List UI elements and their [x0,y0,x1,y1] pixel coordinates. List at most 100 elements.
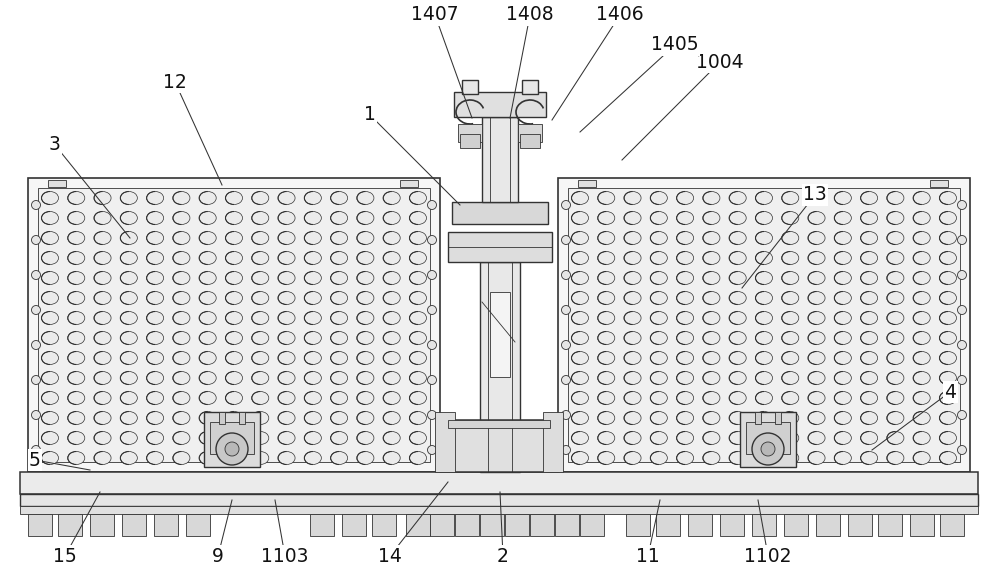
Ellipse shape [677,292,694,304]
Ellipse shape [808,352,825,364]
Ellipse shape [68,191,85,204]
Ellipse shape [598,352,615,364]
Ellipse shape [677,271,694,285]
Bar [310,514,334,536]
Ellipse shape [834,352,851,364]
Ellipse shape [756,271,772,285]
Ellipse shape [357,311,374,325]
Ellipse shape [562,375,570,385]
Ellipse shape [94,411,111,424]
Ellipse shape [173,311,190,325]
Ellipse shape [410,191,426,204]
Ellipse shape [703,452,720,464]
Ellipse shape [808,411,825,424]
Ellipse shape [68,251,85,264]
Ellipse shape [252,292,269,304]
Ellipse shape [887,311,904,325]
Ellipse shape [199,311,216,325]
Ellipse shape [304,371,321,385]
Bar [746,422,790,454]
Ellipse shape [94,292,111,304]
Ellipse shape [304,411,321,424]
Ellipse shape [598,452,615,464]
Ellipse shape [42,292,58,304]
Ellipse shape [650,251,667,264]
Ellipse shape [598,431,615,445]
Ellipse shape [120,292,137,304]
Ellipse shape [410,352,426,364]
Ellipse shape [729,452,746,464]
Ellipse shape [410,292,426,304]
Ellipse shape [861,271,878,285]
Ellipse shape [410,332,426,345]
Ellipse shape [677,392,694,404]
Ellipse shape [677,431,694,445]
Ellipse shape [650,211,667,225]
Ellipse shape [173,452,190,464]
Ellipse shape [650,352,667,364]
Ellipse shape [278,452,295,464]
Ellipse shape [958,306,966,314]
Ellipse shape [703,211,720,225]
Ellipse shape [650,332,667,345]
Circle shape [761,442,775,456]
Ellipse shape [94,232,111,244]
Ellipse shape [331,292,348,304]
Ellipse shape [650,292,667,304]
Ellipse shape [94,191,111,204]
Text: 1103: 1103 [261,546,309,566]
Ellipse shape [226,392,242,404]
Ellipse shape [226,332,242,345]
Ellipse shape [331,352,348,364]
Ellipse shape [410,452,426,464]
Ellipse shape [940,271,956,285]
Ellipse shape [173,431,190,445]
Bar [580,514,604,536]
Ellipse shape [120,211,137,225]
Ellipse shape [887,352,904,364]
Text: 1004: 1004 [696,52,744,72]
Ellipse shape [32,340,40,350]
Ellipse shape [756,332,772,345]
Ellipse shape [32,201,40,210]
Circle shape [216,433,248,465]
Bar [90,514,114,536]
Bar [430,514,454,536]
Ellipse shape [782,271,799,285]
Ellipse shape [42,332,58,345]
Ellipse shape [861,352,878,364]
Ellipse shape [357,271,374,285]
Ellipse shape [252,311,269,325]
Ellipse shape [913,251,930,264]
Ellipse shape [940,232,956,244]
Ellipse shape [120,392,137,404]
Ellipse shape [42,352,58,364]
Bar [452,202,548,224]
Bar [910,514,934,536]
Ellipse shape [650,411,667,424]
Bar [626,514,650,536]
Bar [454,92,546,117]
Ellipse shape [729,431,746,445]
Ellipse shape [94,371,111,385]
Ellipse shape [756,431,772,445]
Ellipse shape [598,211,615,225]
Ellipse shape [624,352,641,364]
Ellipse shape [598,232,615,244]
Ellipse shape [383,311,400,325]
Circle shape [225,442,239,456]
Ellipse shape [808,392,825,404]
Ellipse shape [562,445,570,455]
Ellipse shape [624,271,641,285]
Ellipse shape [834,292,851,304]
Ellipse shape [410,311,426,325]
Text: 1405: 1405 [651,36,699,55]
Ellipse shape [42,392,58,404]
Ellipse shape [173,211,190,225]
Ellipse shape [94,452,111,464]
Ellipse shape [278,371,295,385]
Ellipse shape [226,311,242,325]
Ellipse shape [834,332,851,345]
Bar [775,412,781,424]
Ellipse shape [958,236,966,244]
